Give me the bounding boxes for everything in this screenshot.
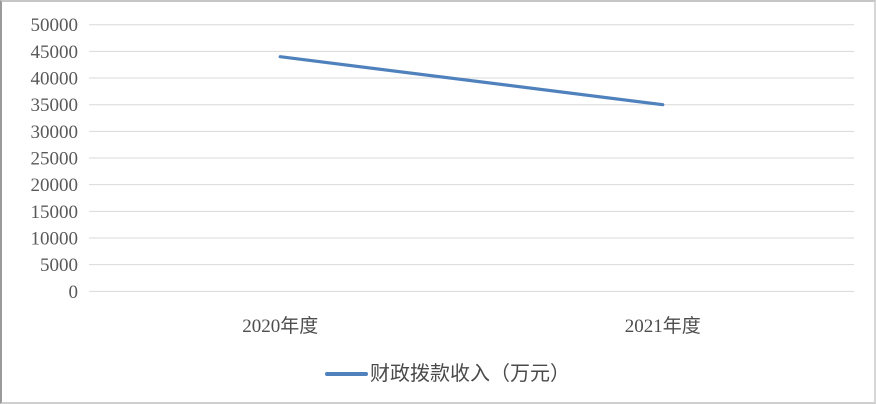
legend-label: 财政拨款收入（万元）	[370, 363, 570, 385]
y-tick-label: 10000	[31, 229, 79, 250]
y-tick-label: 50000	[31, 15, 79, 36]
y-tick-label: 30000	[31, 122, 79, 143]
y-tick-label: 5000	[40, 255, 78, 276]
x-axis-label: 2020年度	[242, 315, 318, 337]
y-tick-label: 40000	[31, 69, 79, 90]
y-tick-label: 35000	[31, 95, 79, 116]
legend-line-swatch	[325, 372, 368, 376]
y-tick-label: 20000	[31, 175, 79, 196]
x-axis-label: 2021年度	[625, 315, 701, 337]
y-tick-label: 45000	[31, 42, 79, 63]
legend: 财政拨款收入（万元）	[325, 362, 570, 386]
y-tick-label: 0	[69, 282, 79, 303]
y-tick-label: 15000	[31, 202, 79, 223]
y-tick-label: 25000	[31, 149, 79, 170]
series-line	[278, 55, 665, 107]
